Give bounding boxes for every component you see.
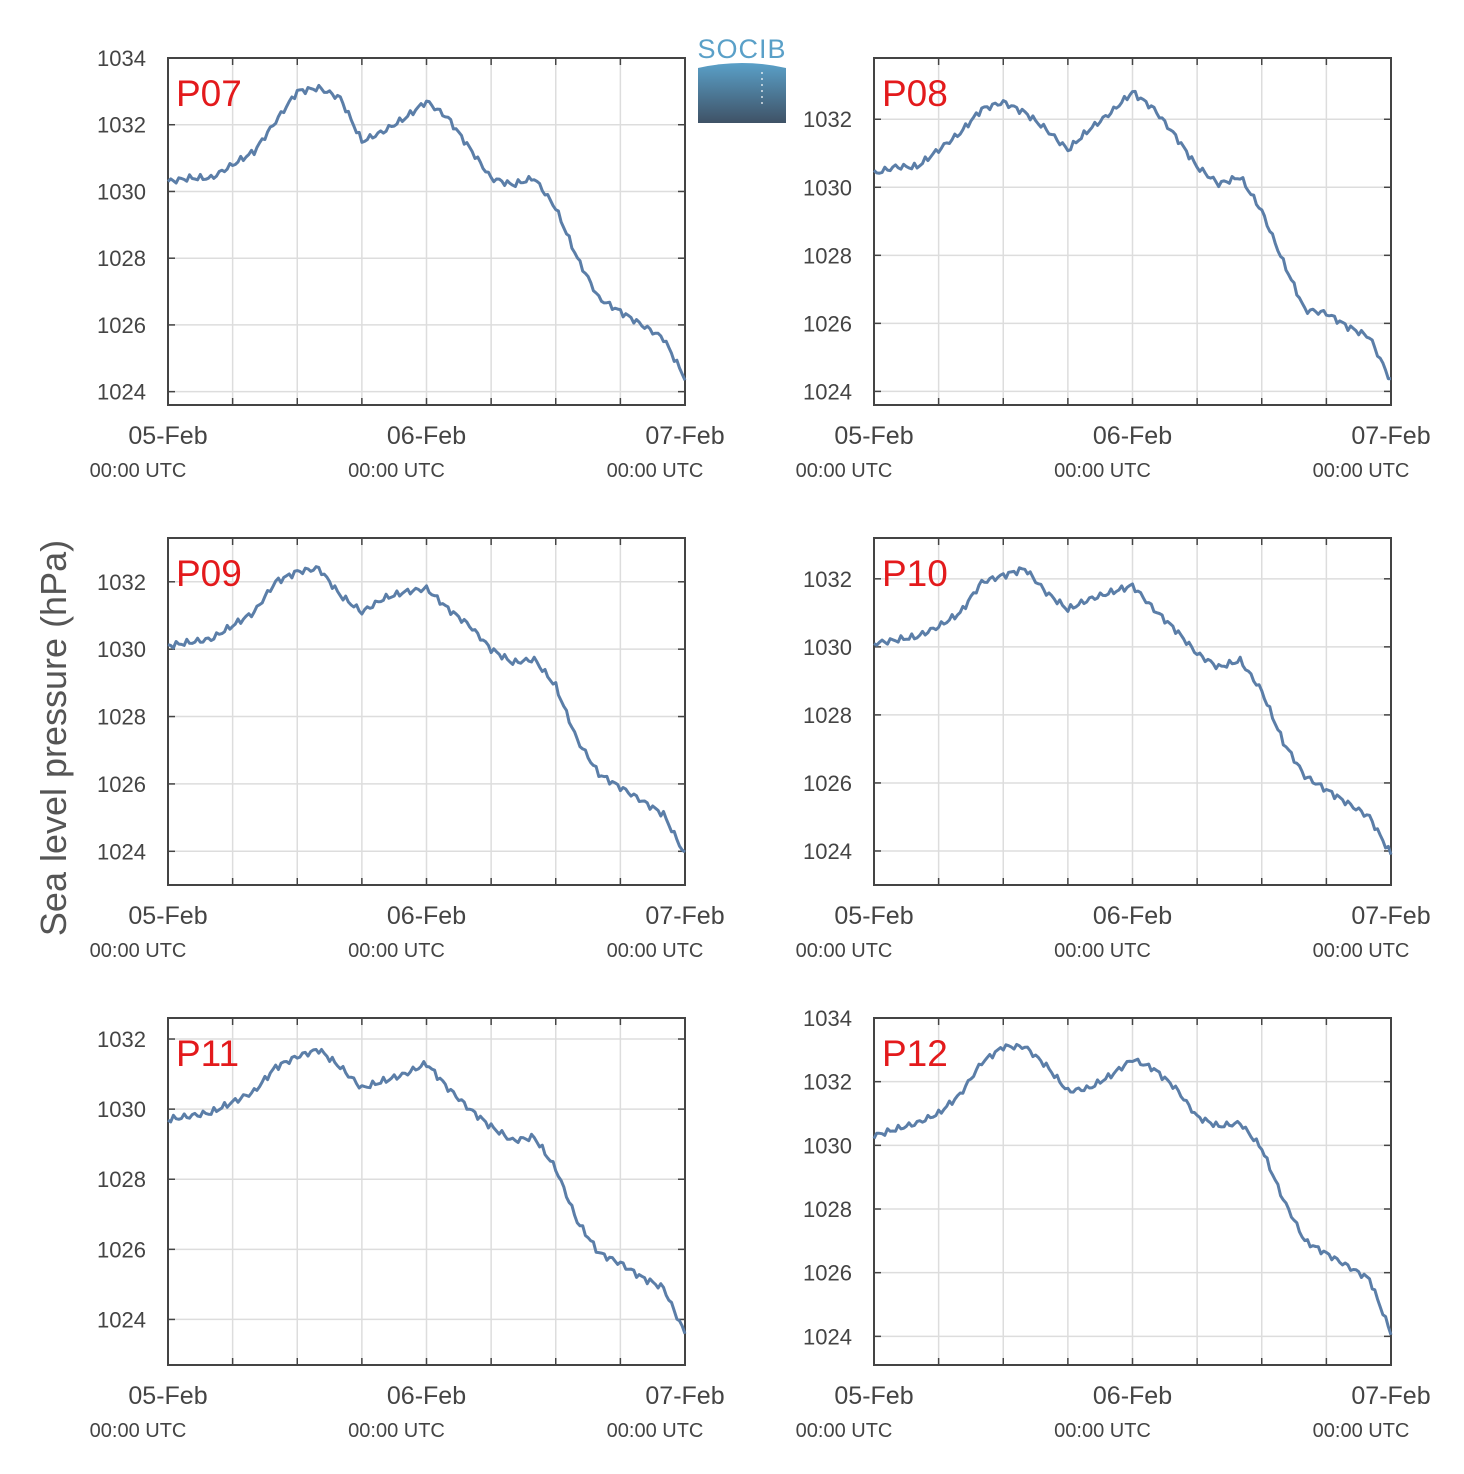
x-tick-time-label: 00:00 UTC (607, 940, 704, 962)
x-tick-date-label: 05-Feb (128, 902, 207, 930)
station-label: P07 (176, 73, 242, 114)
x-tick-date-label: 07-Feb (1351, 1382, 1430, 1410)
y-tick-label: 1032 (97, 1027, 146, 1052)
y-tick-label: 1024 (97, 839, 146, 864)
x-tick-date-label: 05-Feb (834, 1382, 913, 1410)
pressure-series-line (872, 89, 1392, 381)
x-tick-date-label: 06-Feb (387, 422, 466, 450)
y-tick-label: 1026 (803, 1261, 852, 1286)
x-tick-date-label: 06-Feb (1093, 902, 1172, 930)
x-tick-time-label: 00:00 UTC (1054, 1420, 1151, 1442)
station-label: P09 (176, 553, 242, 594)
x-tick-time-label: 00:00 UTC (1054, 460, 1151, 482)
y-tick-label: 1032 (97, 570, 146, 595)
x-tick-time-label: 00:00 UTC (1313, 1420, 1410, 1442)
y-tick-label: 1024 (97, 380, 146, 405)
x-tick-date-label: 05-Feb (834, 902, 913, 930)
y-tick-label: 1024 (97, 1307, 146, 1332)
pressure-series-line (167, 565, 686, 854)
x-tick-date-label: 07-Feb (645, 422, 724, 450)
logo-text: SOCIB (697, 34, 786, 64)
y-tick-label: 1024 (803, 839, 852, 864)
y-tick-label: 1032 (803, 1070, 852, 1095)
y-axis-label: Sea level pressure (hPa) (33, 540, 74, 936)
x-tick-date-label: 06-Feb (387, 902, 466, 930)
panel-p10: 1024 1026 1028 1030 1032 05-Feb 00:00 UTC 06-Fe… (796, 537, 1431, 962)
x-tick-date-label: 07-Feb (645, 1382, 724, 1410)
pressure-series-line (872, 1042, 1393, 1336)
y-tick-label: 1030 (803, 175, 852, 200)
x-tick-date-label: 05-Feb (834, 422, 913, 450)
y-tick-label: 1030 (97, 637, 146, 662)
station-label: P12 (882, 1033, 948, 1074)
logo-wave-icon (698, 63, 786, 123)
y-tick-label: 1028 (803, 703, 852, 728)
y-tick-label: 1030 (803, 1133, 852, 1158)
y-tick-label: 1028 (803, 243, 852, 268)
y-tick-label: 1026 (97, 772, 146, 797)
x-tick-time-label: 00:00 UTC (348, 940, 445, 962)
x-tick-time-label: 00:00 UTC (348, 460, 445, 482)
y-tick-label: 1026 (803, 771, 852, 796)
panel-grid: 1024 1026 1028 1030 1032 1034 05-Feb 00:00 UTC 0… (90, 46, 1431, 1442)
station-label: P11 (176, 1033, 239, 1074)
x-tick-time-label: 00:00 UTC (1313, 940, 1410, 962)
x-tick-time-label: 00:00 UTC (796, 940, 893, 962)
y-tick-label: 1028 (97, 1167, 146, 1192)
x-tick-date-label: 06-Feb (1093, 422, 1172, 450)
y-tick-label: 1032 (803, 567, 852, 592)
y-tick-label: 1030 (803, 635, 852, 660)
y-tick-label: 1028 (97, 246, 146, 271)
y-tick-label: 1026 (97, 1237, 146, 1262)
y-tick-label: 1024 (803, 1324, 852, 1349)
x-tick-time-label: 00:00 UTC (607, 1420, 704, 1442)
x-tick-time-label: 00:00 UTC (796, 1420, 893, 1442)
x-tick-date-label: 05-Feb (128, 1382, 207, 1410)
y-tick-label: 1030 (97, 179, 146, 204)
x-tick-time-label: 00:00 UTC (90, 1420, 187, 1442)
x-tick-time-label: 00:00 UTC (348, 1420, 445, 1442)
x-tick-time-label: 00:00 UTC (1313, 460, 1410, 482)
x-tick-date-label: 07-Feb (645, 902, 724, 930)
x-tick-time-label: 00:00 UTC (1054, 940, 1151, 962)
y-tick-label: 1032 (97, 113, 146, 138)
x-tick-time-label: 00:00 UTC (796, 460, 893, 482)
pressure-series-line (873, 566, 1393, 856)
pressure-series-line (166, 83, 687, 381)
x-tick-time-label: 00:00 UTC (607, 460, 704, 482)
panel-p11: 1024 1026 1028 1030 1032 05-Feb 00:00 UTC 06-Fe… (90, 1017, 725, 1442)
x-tick-date-label: 06-Feb (1093, 1382, 1172, 1410)
x-tick-date-label: 07-Feb (1351, 422, 1430, 450)
y-tick-label: 1026 (803, 311, 852, 336)
station-label: P10 (882, 553, 948, 594)
panel-p12: 1024 1026 1028 1030 1032 1034 05-Feb 00:00 UTC 0… (796, 1006, 1431, 1442)
y-tick-label: 1028 (803, 1197, 852, 1222)
y-tick-label: 1032 (803, 107, 852, 132)
y-tick-label: 1024 (803, 379, 852, 404)
x-tick-date-label: 05-Feb (128, 422, 207, 450)
socib-logo: SOCIB (697, 34, 786, 123)
panel-p07: 1024 1026 1028 1030 1032 1034 05-Feb 00:00 UTC 0… (90, 46, 725, 482)
panel-p09: 1024 1026 1028 1030 1032 05-Feb 00:00 UTC 06-Fe… (90, 537, 725, 962)
y-tick-label: 1030 (97, 1097, 146, 1122)
x-tick-date-label: 06-Feb (387, 1382, 466, 1410)
panel-p08: 1024 1026 1028 1030 1032 05-Feb 00:00 UTC 06-Fe… (796, 57, 1431, 482)
pressure-series-line (167, 1048, 687, 1335)
x-tick-time-label: 00:00 UTC (90, 940, 187, 962)
x-tick-time-label: 00:00 UTC (90, 460, 187, 482)
y-tick-label: 1034 (97, 46, 146, 71)
y-tick-label: 1034 (803, 1006, 852, 1031)
y-tick-label: 1026 (97, 313, 146, 338)
station-label: P08 (882, 73, 948, 114)
x-tick-date-label: 07-Feb (1351, 902, 1430, 930)
y-tick-label: 1028 (97, 705, 146, 730)
